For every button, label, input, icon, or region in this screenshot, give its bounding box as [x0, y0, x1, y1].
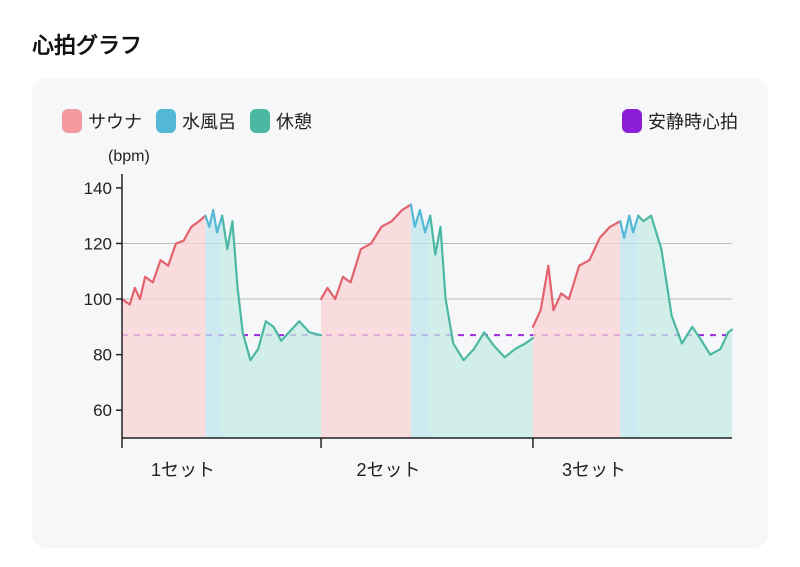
legend-mizuburo-label: 水風呂 [182, 108, 236, 134]
y-axis-unit: (bpm) [108, 148, 738, 166]
legend-resting-label: 安静時心拍 [648, 108, 738, 134]
legend-sauna: サウナ [62, 108, 142, 134]
heart-rate-chart: 60 80 100 120 140 1セット 2セット 3セット [62, 168, 738, 498]
legend-kyukei: 休憩 [250, 108, 312, 134]
svg-text:3セット: 3セット [562, 460, 626, 480]
svg-text:100: 100 [84, 290, 112, 309]
legend-sauna-label: サウナ [88, 108, 142, 134]
svg-text:2セット: 2セット [356, 460, 420, 480]
legend-kyukei-label: 休憩 [276, 108, 312, 134]
legend-mizuburo-swatch [156, 109, 176, 133]
chart-card: サウナ 水風呂 休憩 安静時心拍 (bpm) 60 80 100 120 140 1セット… [32, 78, 768, 548]
legend: サウナ 水風呂 休憩 安静時心拍 [62, 108, 738, 134]
legend-sauna-swatch [62, 109, 82, 133]
svg-text:120: 120 [84, 234, 112, 253]
svg-text:60: 60 [93, 401, 112, 420]
legend-kyukei-swatch [250, 109, 270, 133]
legend-resting: 安静時心拍 [622, 108, 738, 134]
svg-text:1セット: 1セット [151, 460, 215, 480]
legend-resting-swatch [622, 109, 642, 133]
page-title: 心拍グラフ [32, 28, 768, 60]
svg-text:140: 140 [84, 179, 112, 198]
svg-text:80: 80 [93, 346, 112, 365]
legend-mizuburo: 水風呂 [156, 108, 236, 134]
